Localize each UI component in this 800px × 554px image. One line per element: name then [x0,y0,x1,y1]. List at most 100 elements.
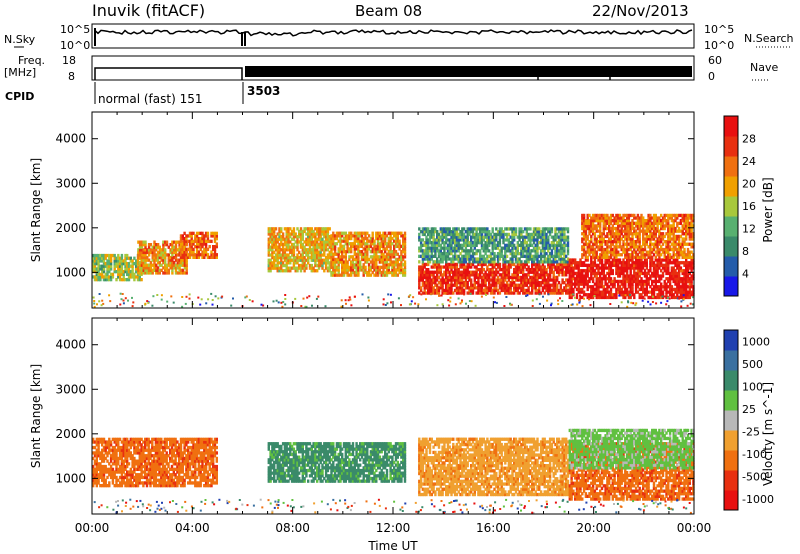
power-cell [430,270,433,274]
power-cell [355,244,358,248]
power-cell [308,256,312,260]
power-cell [199,239,202,243]
power-cell [645,274,648,278]
power-cell [195,242,199,246]
power-cell [638,237,641,241]
power-cell [375,255,378,259]
power-cell [156,261,160,265]
power-cell [466,286,469,290]
power-cell [162,240,165,244]
power-cell [557,262,561,267]
power-cell [461,273,464,277]
power-cell [582,232,586,236]
power-cell [393,265,396,269]
power-cell [201,255,204,259]
power-cell [541,241,545,245]
power-cell [480,246,484,250]
power-cell [461,246,464,250]
power-cell [147,266,151,270]
power-cell [138,275,141,279]
power-cell [518,257,521,261]
power-cell [271,245,274,249]
power-cell [525,241,528,245]
power-cell [108,259,111,263]
power-cell [190,250,193,254]
power-cell [531,288,534,293]
power-cell [539,257,543,261]
power-cell [319,245,322,249]
power-cell [115,256,118,260]
power-cell [618,219,622,223]
power-cell [144,250,147,255]
power-cell [267,266,270,270]
power-cell [450,260,453,264]
power-cell [534,227,537,231]
power-cell [672,258,675,262]
power-cell [484,262,487,267]
power-cell [95,253,98,258]
power-cell [513,288,516,293]
power-cell [403,247,407,251]
power-cell [92,267,95,271]
power-cell [548,254,552,258]
power-cell [486,257,489,261]
power-cell [204,231,208,235]
power-cell [317,242,321,247]
power-cell [479,254,482,258]
power-cell [353,231,356,235]
power-cell [496,288,500,293]
power-cell [362,268,365,272]
power-cell [190,231,193,235]
power-cell [446,257,450,261]
power-cell [609,232,613,236]
power-cell [348,268,351,272]
power-cell [581,263,584,267]
power-cell [548,288,552,293]
power-speck [199,303,202,306]
power-cell [486,265,489,269]
power-cell [620,226,623,231]
power-cell [470,254,473,258]
power-cell [375,265,378,269]
power-cell [115,259,118,263]
power-cell [582,237,586,241]
power-cell [373,250,376,254]
power-cell [595,277,598,281]
power-cell [183,266,187,270]
power-cell [464,270,468,274]
power-cell [436,235,439,239]
power-cell [443,227,446,231]
power-cell [468,273,471,277]
power-cell [493,262,496,267]
power-cell [638,293,641,297]
power-cell [127,264,131,268]
power-cell [575,261,579,265]
power-cell [215,237,218,241]
power-cell [622,269,625,273]
power-cell [520,241,523,245]
power-cell [335,257,339,262]
power-cell [314,269,317,273]
power-cell [188,239,192,243]
power-cell [514,252,518,256]
power-cell [511,275,514,280]
power-cell [529,227,532,231]
power-cell [480,260,484,264]
power-cell [482,230,485,234]
power-cell [439,230,442,234]
power-cell [117,275,120,279]
power-cell [278,253,281,257]
power-cell [539,254,543,258]
power-cell [303,245,306,249]
power-cell [459,262,462,267]
power-cell [520,268,523,272]
power-cell [523,262,527,267]
power-cell [452,246,455,250]
power-cell [493,257,496,261]
power-cell [609,219,613,223]
power-cell [339,239,342,243]
power-cell [425,273,428,277]
power-cell [629,282,632,286]
power-cell [520,235,523,239]
power-cell [538,286,541,290]
